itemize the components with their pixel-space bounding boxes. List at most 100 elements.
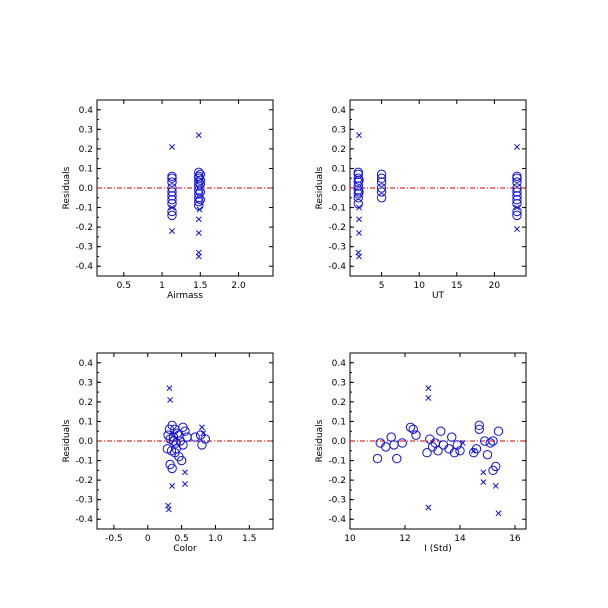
y-tick-label: 0.3 xyxy=(79,125,93,135)
y-tick-label: 0.2 xyxy=(332,398,346,408)
y-tick-label: -0.1 xyxy=(75,204,93,214)
data-point-cross xyxy=(195,132,202,139)
y-tick-label: 0.3 xyxy=(79,378,93,388)
data-point-circle xyxy=(167,187,177,197)
data-point-circle xyxy=(512,173,522,183)
y-tick-label: -0.2 xyxy=(328,223,346,233)
x-tick-label: 0.5 xyxy=(117,281,131,291)
y-tick-label: -0.4 xyxy=(328,262,346,272)
data-point-circle xyxy=(167,173,177,183)
data-point-circle xyxy=(485,438,495,448)
data-point-circle xyxy=(372,453,383,464)
y-tick-label: -0.1 xyxy=(75,457,93,467)
data-point-cross xyxy=(169,143,175,150)
data-point-cross xyxy=(166,385,173,392)
data-point-cross xyxy=(165,506,172,513)
data-point-circle xyxy=(512,195,522,205)
data-point-cross xyxy=(195,216,202,223)
scatter-panel-1: -0.4 -0.3 -0.2 -0.1 0.0 0.1 0.2 0.3 0.4 0.5 1 1.5 2.… xyxy=(62,99,274,301)
y-tick-label: -0.1 xyxy=(328,204,346,214)
data-point-circle xyxy=(167,463,177,474)
data-point-circle xyxy=(474,424,484,434)
y-tick-label: 0.4 xyxy=(79,106,94,116)
data-point-cross xyxy=(182,469,188,476)
data-point-circle xyxy=(167,195,177,205)
data-point-circle xyxy=(392,453,402,464)
data-point-cross xyxy=(514,204,520,211)
data-point-circle xyxy=(353,193,363,203)
data-point-circle xyxy=(174,430,184,440)
data-point-circle xyxy=(488,436,498,446)
scatter-panel-3: -0.4 -0.3 -0.2 -0.1 0.0 0.1 0.2 0.3 0.4 -0.5 0 0.5 1… xyxy=(62,352,274,554)
data-point-cross xyxy=(167,396,174,403)
data-point-circle xyxy=(455,446,465,456)
data-point-circle xyxy=(194,196,204,207)
x-tick-label: 10 xyxy=(344,534,356,544)
y-axis-label: Residuals xyxy=(62,166,72,209)
data-point-circle xyxy=(167,210,177,221)
data-point-cross xyxy=(492,483,499,489)
x-axis-label: Airmass xyxy=(167,291,203,301)
x-tick-label: 14 xyxy=(454,534,466,544)
x-tick-label: 5 xyxy=(379,281,385,291)
data-point-circle xyxy=(397,438,407,448)
data-point-circle xyxy=(353,169,363,180)
y-tick-label: -0.3 xyxy=(328,243,346,253)
data-point-cross xyxy=(495,510,502,517)
data-point-circle xyxy=(433,446,443,456)
y-tick-label: 0.2 xyxy=(79,398,93,408)
y-axis-label: Residuals xyxy=(62,419,72,462)
data-point-cross xyxy=(459,440,466,446)
data-point-circle xyxy=(376,183,387,193)
data-point-circle xyxy=(194,181,204,191)
data-point-circle xyxy=(436,426,446,436)
y-tick-label: -0.4 xyxy=(75,262,93,272)
data-point-cross xyxy=(514,226,520,233)
data-point-cross xyxy=(169,483,176,489)
data-point-circle xyxy=(182,432,192,442)
data-point-circle xyxy=(197,440,207,450)
x-tick-label: 15 xyxy=(451,281,462,291)
data-point-circle xyxy=(376,193,387,203)
data-point-circle xyxy=(512,210,522,221)
x-tick-label: -0.5 xyxy=(105,534,123,544)
scatter-panel-4: -0.4 -0.3 -0.2 -0.1 0.0 0.1 0.2 0.3 0.4 10 12 14 16 I… xyxy=(315,352,527,554)
y-tick-label: 0.1 xyxy=(332,164,346,174)
y-tick-label: 0.0 xyxy=(79,184,94,194)
data-point-circle xyxy=(167,183,177,193)
data-point-cross xyxy=(169,204,175,211)
data-point-circle xyxy=(176,455,187,466)
data-point-circle xyxy=(194,173,204,183)
x-axis-label: Color xyxy=(173,544,197,554)
data-point-cross xyxy=(356,204,362,211)
data-point-cross xyxy=(356,132,362,139)
data-point-cross xyxy=(356,253,362,260)
data-point-cross xyxy=(356,216,362,223)
data-point-circle xyxy=(512,177,522,187)
x-tick-label: 12 xyxy=(399,534,410,544)
data-point-circle xyxy=(491,461,501,472)
x-axis-label: UT xyxy=(432,291,445,301)
data-point-cross xyxy=(480,479,487,486)
x-tick-label: 0 xyxy=(145,534,151,544)
data-point-circle xyxy=(474,420,484,431)
data-point-circle xyxy=(171,444,181,454)
y-tick-label: 0.4 xyxy=(79,359,94,369)
data-point-circle xyxy=(386,432,396,442)
data-point-circle xyxy=(422,448,432,458)
data-point-cross xyxy=(198,424,205,431)
x-tick-label: 16 xyxy=(509,534,521,544)
data-point-circle xyxy=(194,185,204,195)
y-tick-label: -0.3 xyxy=(328,496,346,506)
data-point-circle xyxy=(411,430,421,440)
data-point-circle xyxy=(195,187,206,197)
y-tick-label: -0.2 xyxy=(75,223,93,233)
data-point-circle xyxy=(408,424,418,434)
data-point-cross xyxy=(169,228,175,234)
x-tick-label: 20 xyxy=(489,281,501,291)
data-point-circle xyxy=(195,175,206,185)
y-tick-label: 0.3 xyxy=(332,125,346,135)
y-tick-label: 0.2 xyxy=(332,145,346,155)
data-point-circle xyxy=(376,187,387,197)
y-tick-label: -0.2 xyxy=(75,476,93,486)
